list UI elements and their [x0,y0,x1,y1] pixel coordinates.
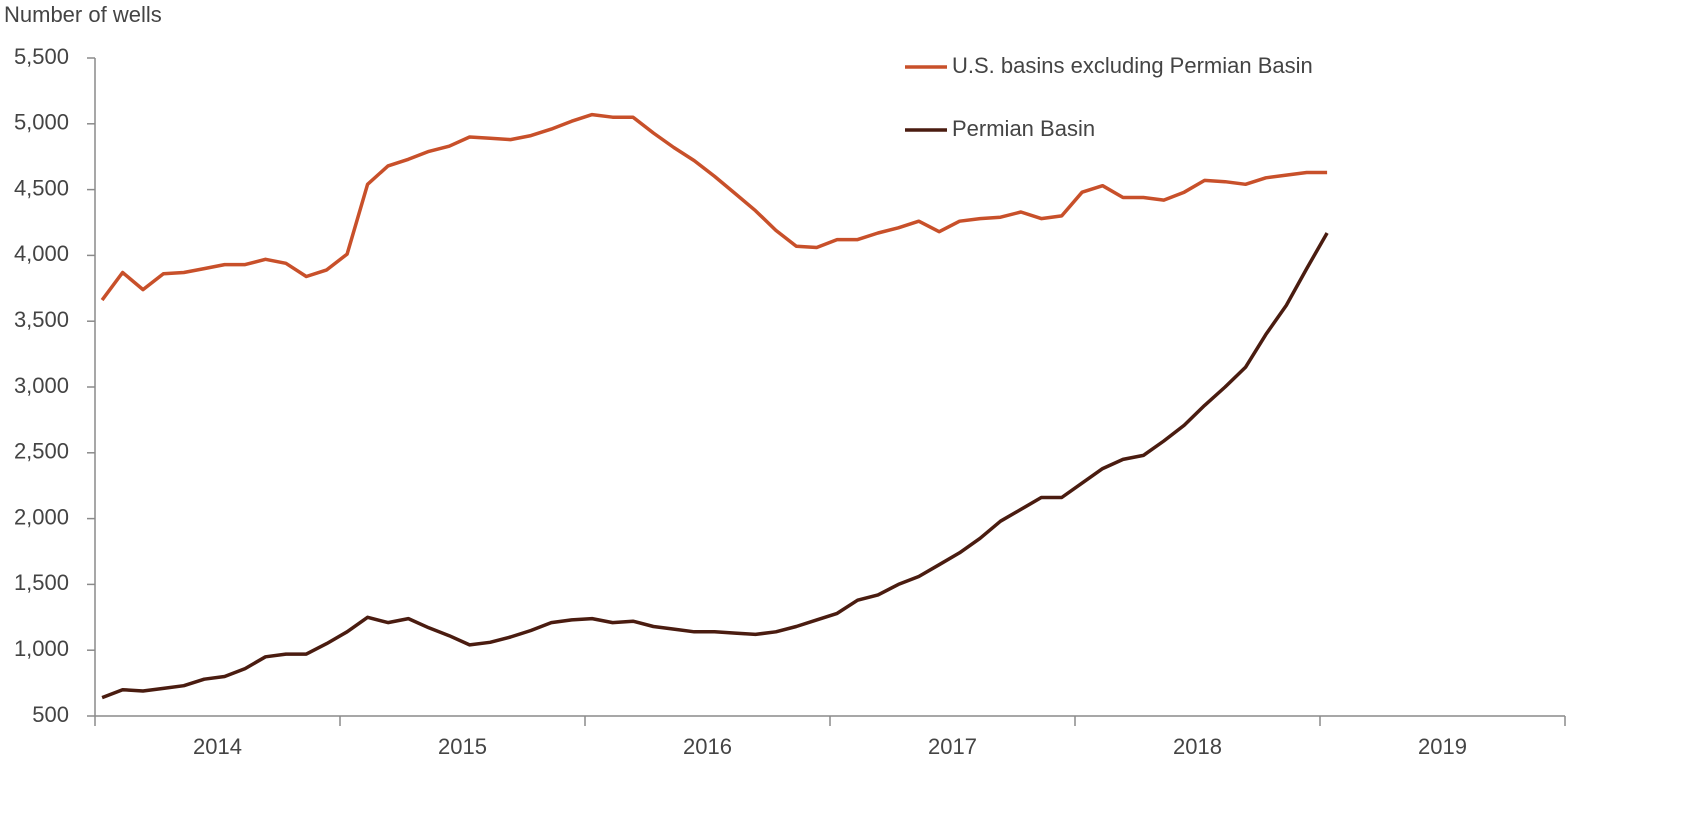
x-tick-label: 2019 [1418,734,1467,759]
y-tick-label: 500 [32,702,69,727]
x-tick-label: 2017 [928,734,977,759]
series-line [101,232,1329,700]
y-tick-label: 2,500 [14,439,69,464]
y-tick-label: 5,500 [14,44,69,69]
legend-label: Permian Basin [952,116,1095,141]
series-line [100,112,1328,302]
y-axis-label: Number of wells [4,2,162,27]
x-tick-label: 2015 [438,734,487,759]
y-tick-label: 4,000 [14,241,69,266]
y-tick-label: 4,500 [14,175,69,200]
y-tick-label: 1,000 [14,636,69,661]
y-tick-label: 2,000 [14,504,69,529]
x-tick-label: 2018 [1173,734,1222,759]
y-tick-label: 1,500 [14,570,69,595]
y-tick-label: 3,500 [14,307,69,332]
x-tick-label: 2016 [683,734,732,759]
y-tick-label: 3,000 [14,373,69,398]
legend-label: U.S. basins excluding Permian Basin [952,53,1313,78]
y-tick-label: 5,000 [14,110,69,135]
x-tick-label: 2014 [193,734,242,759]
